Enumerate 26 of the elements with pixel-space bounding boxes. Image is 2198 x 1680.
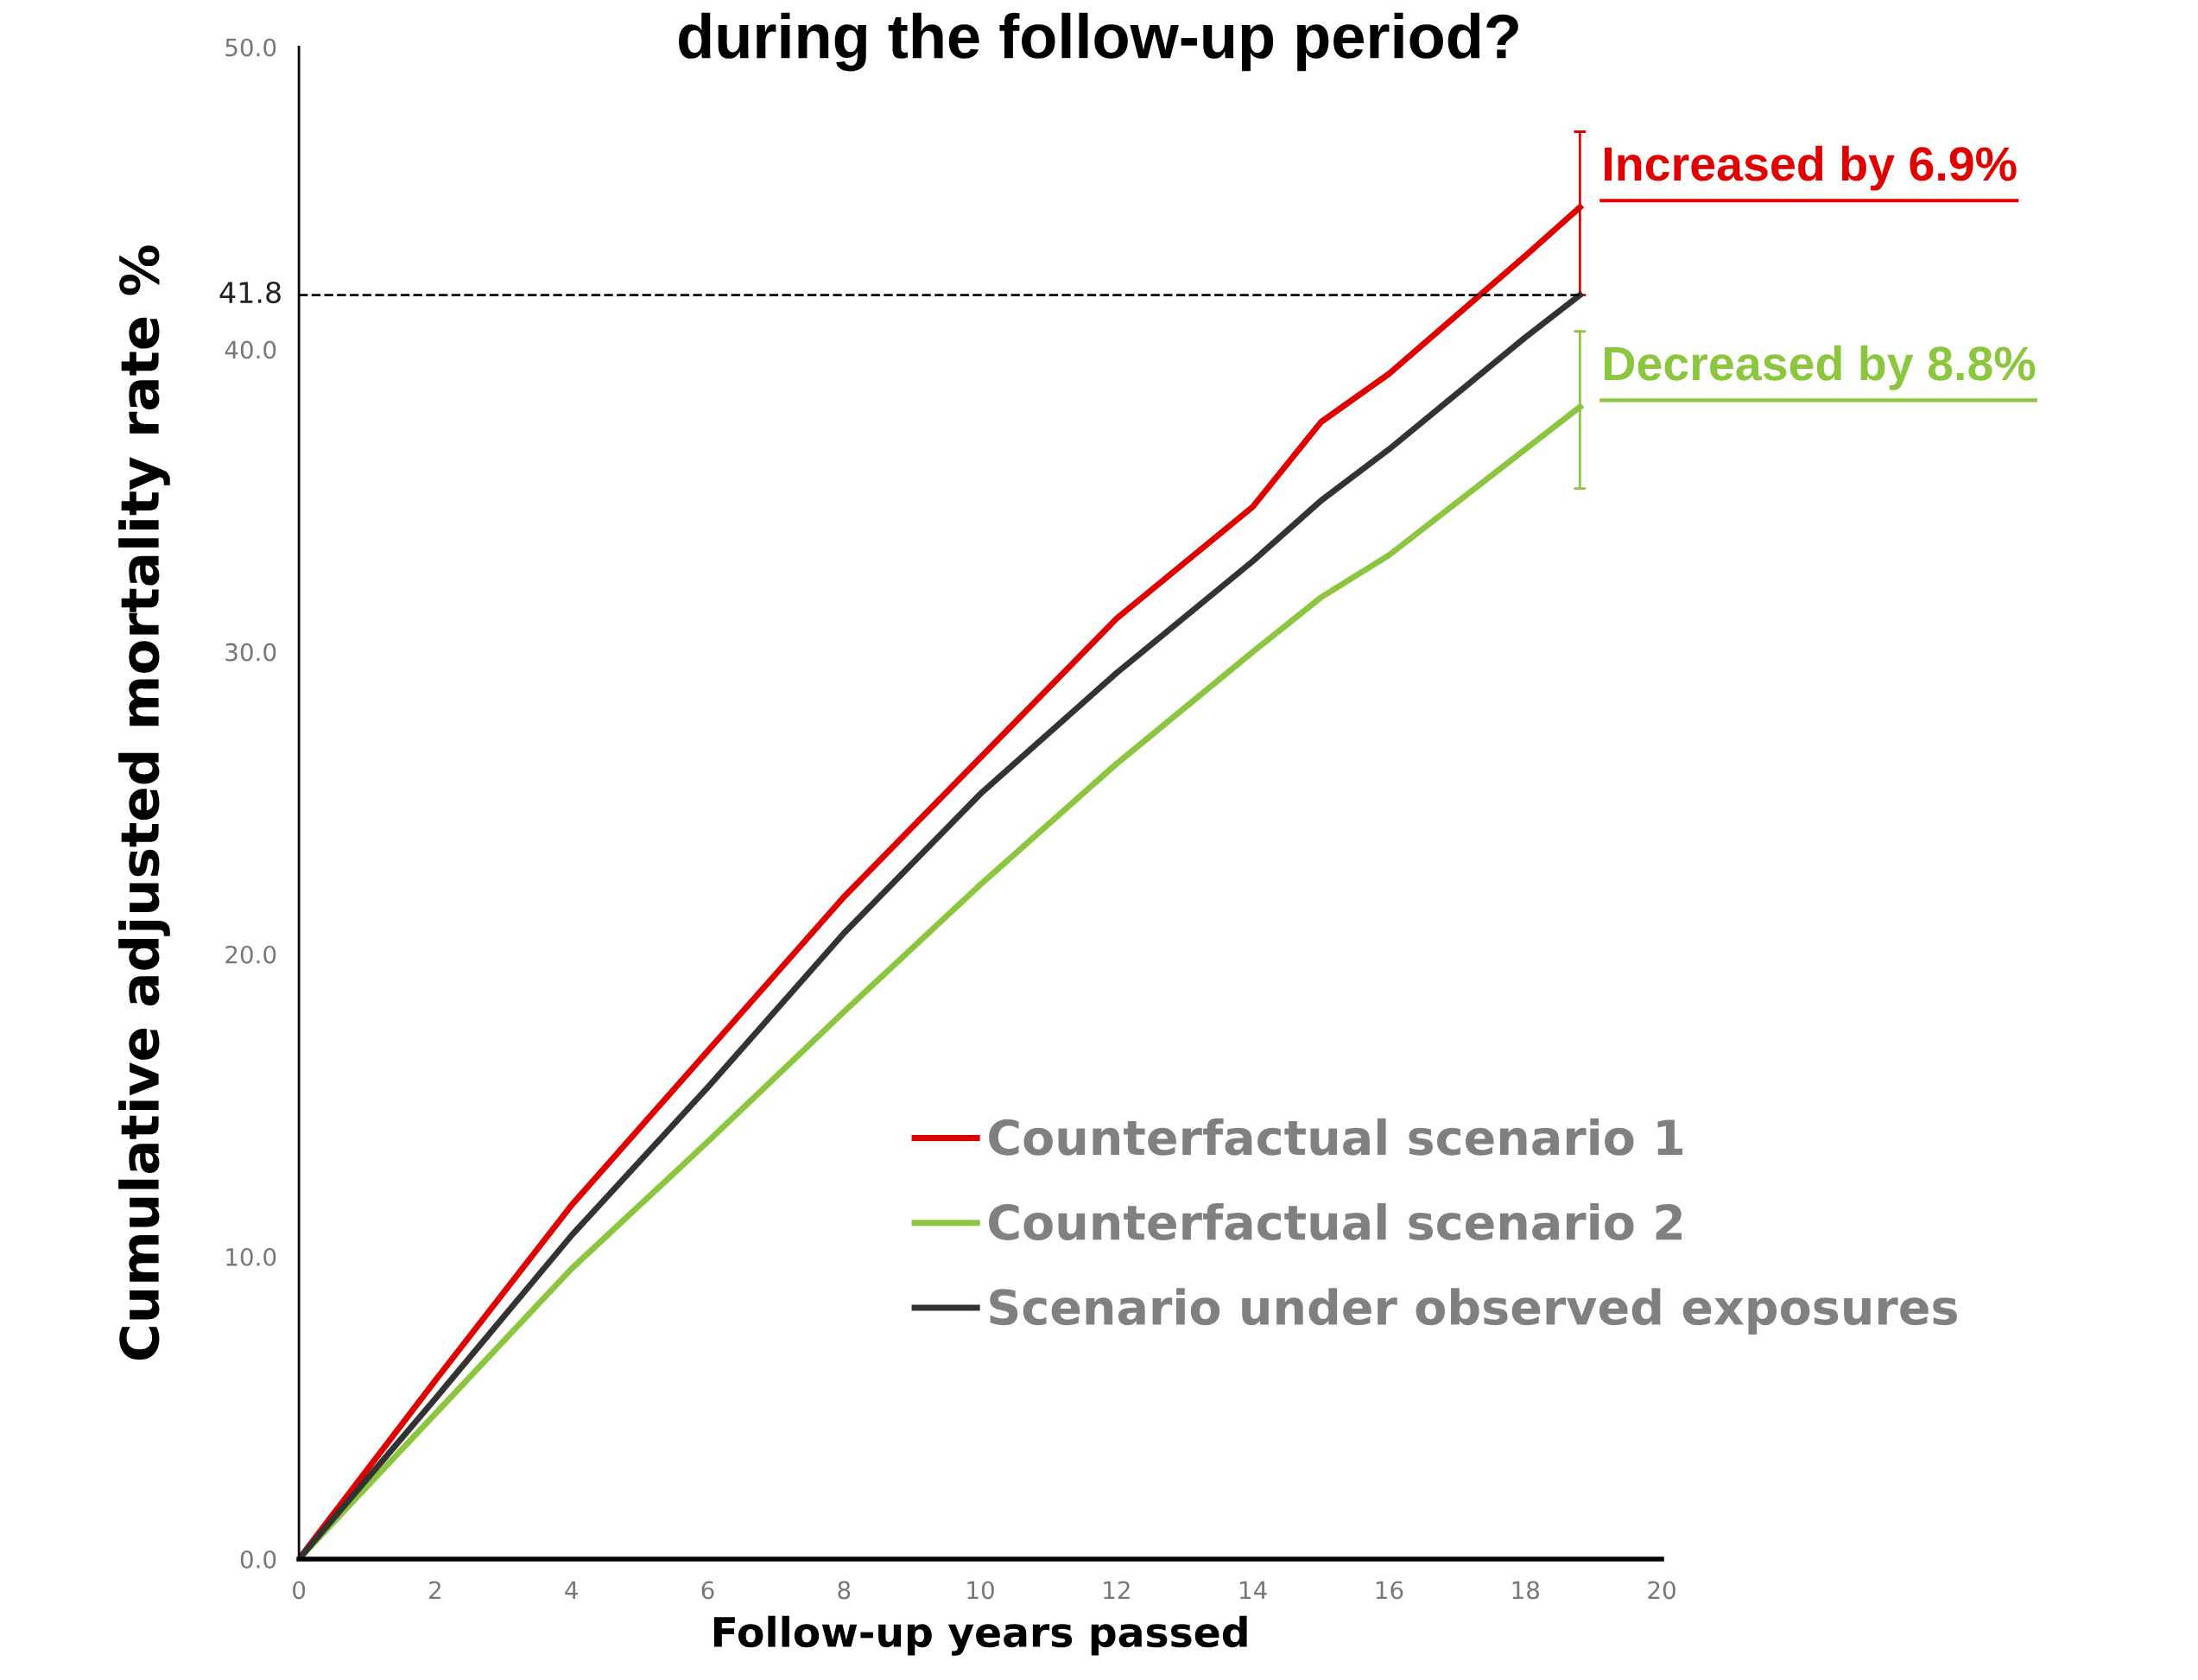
y-tick-label: 30.0 [225, 643, 276, 662]
chart-title: during the follow-up period? [679, 12, 1518, 72]
y-tick-label: 10.0 [226, 1247, 276, 1266]
x-tick-label: 12 [1104, 1581, 1130, 1600]
legend-label: Counterfactual scenario 1 [989, 1118, 1683, 1156]
y-axis-title: Cumulative adjusted mortality rate % [118, 245, 170, 1360]
y-tick-label: 20.0 [225, 945, 276, 964]
x-tick-label: 0 [293, 1581, 306, 1600]
x-axis-title: Follow-up years passed [713, 1615, 1247, 1656]
annotation: Decreased by 8.8% [1605, 345, 2036, 390]
x-tick-label: 16 [1376, 1581, 1403, 1600]
annotation: Increased by 6.9% [1605, 145, 2017, 191]
y-tick-label: 50.0 [225, 38, 276, 57]
x-tick-label: 6 [701, 1581, 714, 1600]
legend-label: Counterfactual scenario 2 [989, 1202, 1682, 1240]
x-tick-label: 20 [1648, 1581, 1675, 1600]
legend-label: Scenario under observed exposures [990, 1288, 1957, 1334]
y-tick-label: 0.0 [240, 1550, 276, 1569]
x-tick-label: 14 [1240, 1581, 1267, 1600]
x-tick-label: 18 [1512, 1581, 1539, 1600]
x-tick-label: 8 [838, 1581, 851, 1600]
ref-line-label: 41.8 [219, 282, 281, 304]
x-tick-label: 4 [565, 1581, 578, 1600]
x-tick-label: 2 [429, 1581, 440, 1600]
y-tick-label: 40.0 [225, 340, 276, 359]
x-tick-label: 10 [967, 1581, 994, 1600]
